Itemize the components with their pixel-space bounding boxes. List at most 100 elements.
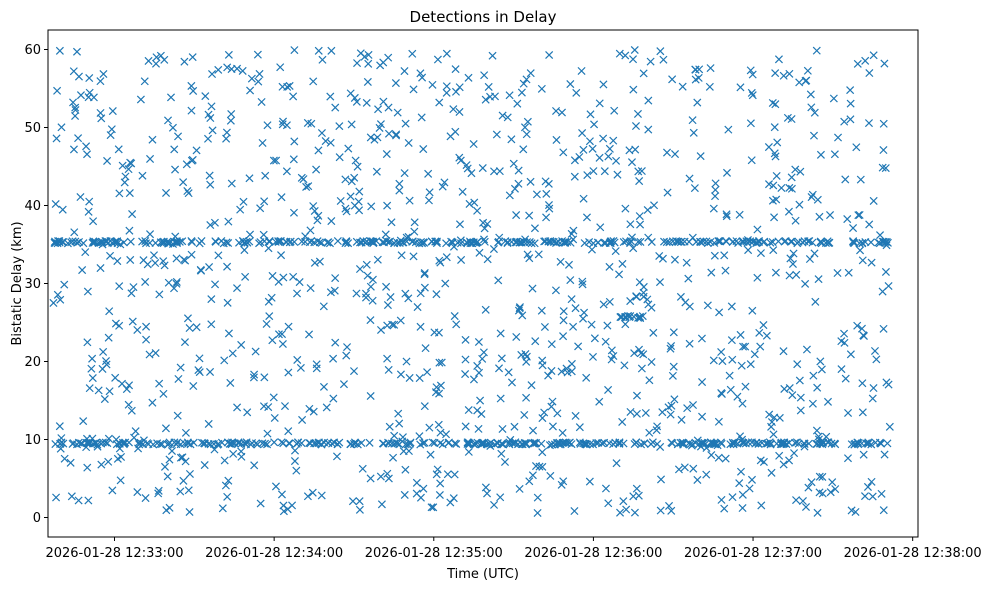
data-point [875,239,884,248]
data-point [293,355,302,364]
data-point [289,208,299,217]
data-point [518,311,527,320]
data-point [400,169,409,178]
data-point [781,236,790,246]
data-point [144,56,153,65]
data-point [849,237,858,246]
data-point [297,173,306,182]
data-point [133,488,142,497]
data-point [470,198,479,207]
data-point [787,237,796,246]
data-point [220,456,229,465]
data-point [353,59,362,68]
x-tick-label: 2026-01-28 12:35:00 [365,546,503,561]
data-point [329,394,338,403]
data-point [796,167,805,176]
data-point [226,116,235,125]
data-point [154,489,163,498]
data-point [74,134,83,143]
data-point [416,69,425,78]
data-point [846,350,855,359]
data-point [790,449,799,458]
data-point [552,238,561,247]
data-point [803,66,812,75]
data-point [469,375,478,384]
data-point [643,295,652,304]
data-point [84,439,93,448]
data-point [396,370,405,379]
data-point [858,239,867,248]
data-point [166,93,176,102]
data-point [176,440,185,449]
data-point [869,196,878,205]
data-point [197,438,207,447]
data-point [115,189,124,198]
data-point [711,185,720,194]
data-point [770,413,779,422]
data-point [768,98,777,107]
data-point [747,88,756,97]
data-point [635,212,644,221]
data-point [432,470,441,479]
data-point [156,440,165,449]
data-point [793,360,802,369]
data-point [100,395,109,404]
data-point [736,467,746,476]
data-point [484,82,493,91]
data-point [741,382,750,391]
data-point [540,408,549,417]
data-point [757,501,766,510]
data-point [333,236,342,246]
data-point [265,237,274,246]
y-tick-label: 20 [24,355,41,370]
data-point [600,238,609,248]
data-point [349,367,359,376]
data-point [187,106,196,115]
data-point [635,177,644,186]
data-point [269,393,278,402]
data-point [321,137,330,146]
data-point [187,81,196,90]
data-point [92,438,101,447]
data-point [630,45,639,55]
data-point [68,439,77,449]
data-point [689,464,698,473]
data-point [451,127,460,136]
data-point [449,105,458,114]
data-point [243,408,252,417]
data-point [738,237,747,246]
data-point [595,99,604,108]
data-point [728,493,737,502]
data-point [438,440,447,449]
data-point [685,237,694,246]
data-point [330,286,339,295]
data-point [427,503,436,512]
data-point [253,440,262,449]
data-point [98,364,107,373]
data-point [783,113,792,122]
data-point [173,411,182,420]
data-point [551,286,560,295]
data-point [432,239,441,248]
data-point [195,354,204,363]
data-point [354,197,363,206]
data-point [497,354,506,363]
data-point [541,177,550,186]
data-point [319,302,328,311]
data-point [739,439,748,448]
data-point [155,290,164,299]
data-point [717,347,726,357]
data-point [157,440,167,449]
data-point [699,237,708,246]
data-point [126,158,135,167]
data-point [69,67,78,76]
data-point [579,145,588,154]
data-point [323,238,332,247]
data-point [496,394,505,403]
data-point [83,150,92,159]
data-point [525,477,534,486]
data-point [456,156,465,165]
data-point [374,105,383,114]
data-point [880,450,889,459]
data-point [612,459,621,468]
